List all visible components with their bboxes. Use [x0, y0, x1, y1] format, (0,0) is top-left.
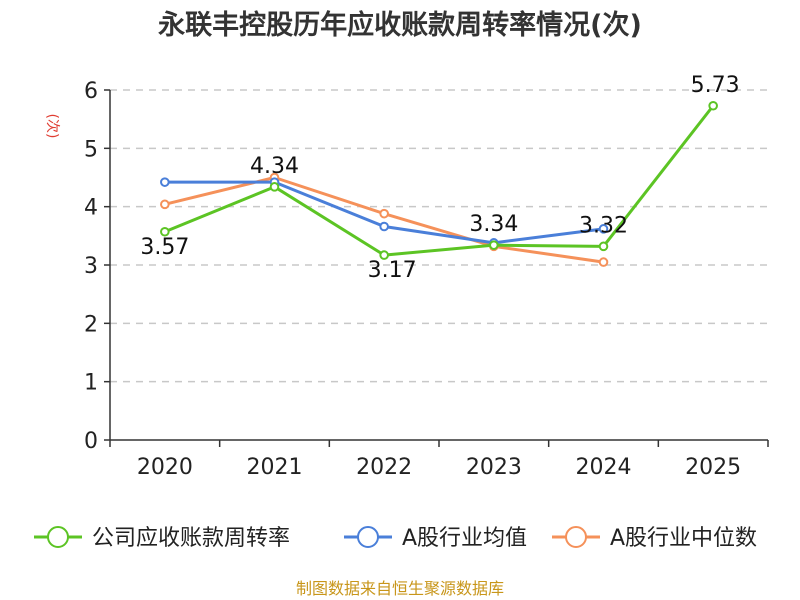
- axes: 0 1 2 3 4 5 6 2020 2021 2022 2023 2024 2025: [84, 79, 769, 480]
- y-tick-label-4: 4: [84, 196, 98, 221]
- x-tick-label-2020: 2020: [137, 455, 193, 480]
- source-note: 制图数据来自恒生聚源数据库: [296, 579, 504, 598]
- data-label-2022: 3.17: [368, 258, 417, 283]
- y-axis-label: (次): [44, 114, 60, 139]
- series-line-0: [164, 104, 715, 257]
- data-point-1-2020: [160, 177, 170, 187]
- data-point-1-2024: [598, 224, 609, 234]
- legend-item-0[interactable]: 公司应收账款周转率: [34, 526, 290, 551]
- data-label-2025: 5.73: [691, 73, 740, 98]
- data-point-2-2020: [160, 199, 170, 210]
- data-label-2023: 3.34: [469, 212, 518, 237]
- data-labels: 3.57 4.34 3.17 3.34 3.32 5.73: [140, 73, 739, 283]
- series-line-2: [164, 176, 604, 264]
- data-point-0-2023: [489, 240, 499, 250]
- legend: 公司应收账款周转率 A股行业均值 A股行业中位数: [34, 526, 757, 551]
- legend-label-0: 公司应收账款周转率: [92, 526, 290, 551]
- data-point-2-2024: [598, 257, 609, 267]
- data-point-0-2021: [269, 182, 280, 192]
- chart-title: 永联丰控股历年应收账款周转率情况(次): [157, 9, 642, 41]
- y-tick-label-0: 0: [84, 429, 98, 454]
- y-tick-label-1: 1: [84, 371, 98, 396]
- legend-marker-icon-1: [357, 526, 379, 548]
- data-point-0-2025: [708, 100, 718, 111]
- series: [160, 100, 718, 267]
- x-tick-label-2021: 2021: [247, 455, 303, 480]
- y-tick-label-6: 6: [84, 79, 98, 104]
- grid: [110, 89, 768, 383]
- data-point-0-2022: [379, 250, 389, 260]
- legend-label-2: A股行业中位数: [610, 526, 757, 551]
- x-tick-label-2024: 2024: [576, 455, 632, 480]
- data-label-2021: 4.34: [250, 154, 299, 179]
- y-tick-label-2: 2: [84, 312, 98, 337]
- legend-label-1: A股行业均值: [402, 526, 527, 551]
- data-point-0-2020: [160, 226, 170, 237]
- y-tick-label-3: 3: [84, 254, 98, 279]
- legend-item-2[interactable]: A股行业中位数: [552, 526, 757, 551]
- data-label-2024: 3.32: [579, 213, 628, 238]
- legend-item-1[interactable]: A股行业均值: [344, 526, 527, 551]
- x-tick-label-2025: 2025: [685, 455, 741, 480]
- legend-marker-icon-0: [47, 526, 69, 548]
- legend-marker-icon-2: [565, 526, 587, 548]
- x-tick-label-2022: 2022: [356, 455, 412, 480]
- x-tick-label-2023: 2023: [466, 455, 522, 480]
- data-point-0-2024: [598, 241, 609, 252]
- series-0: [160, 100, 718, 260]
- y-tick-label-5: 5: [84, 137, 98, 162]
- data-point-1-2022: [379, 221, 389, 232]
- data-point-2-2022: [379, 208, 389, 219]
- data-label-2020: 3.57: [140, 235, 189, 260]
